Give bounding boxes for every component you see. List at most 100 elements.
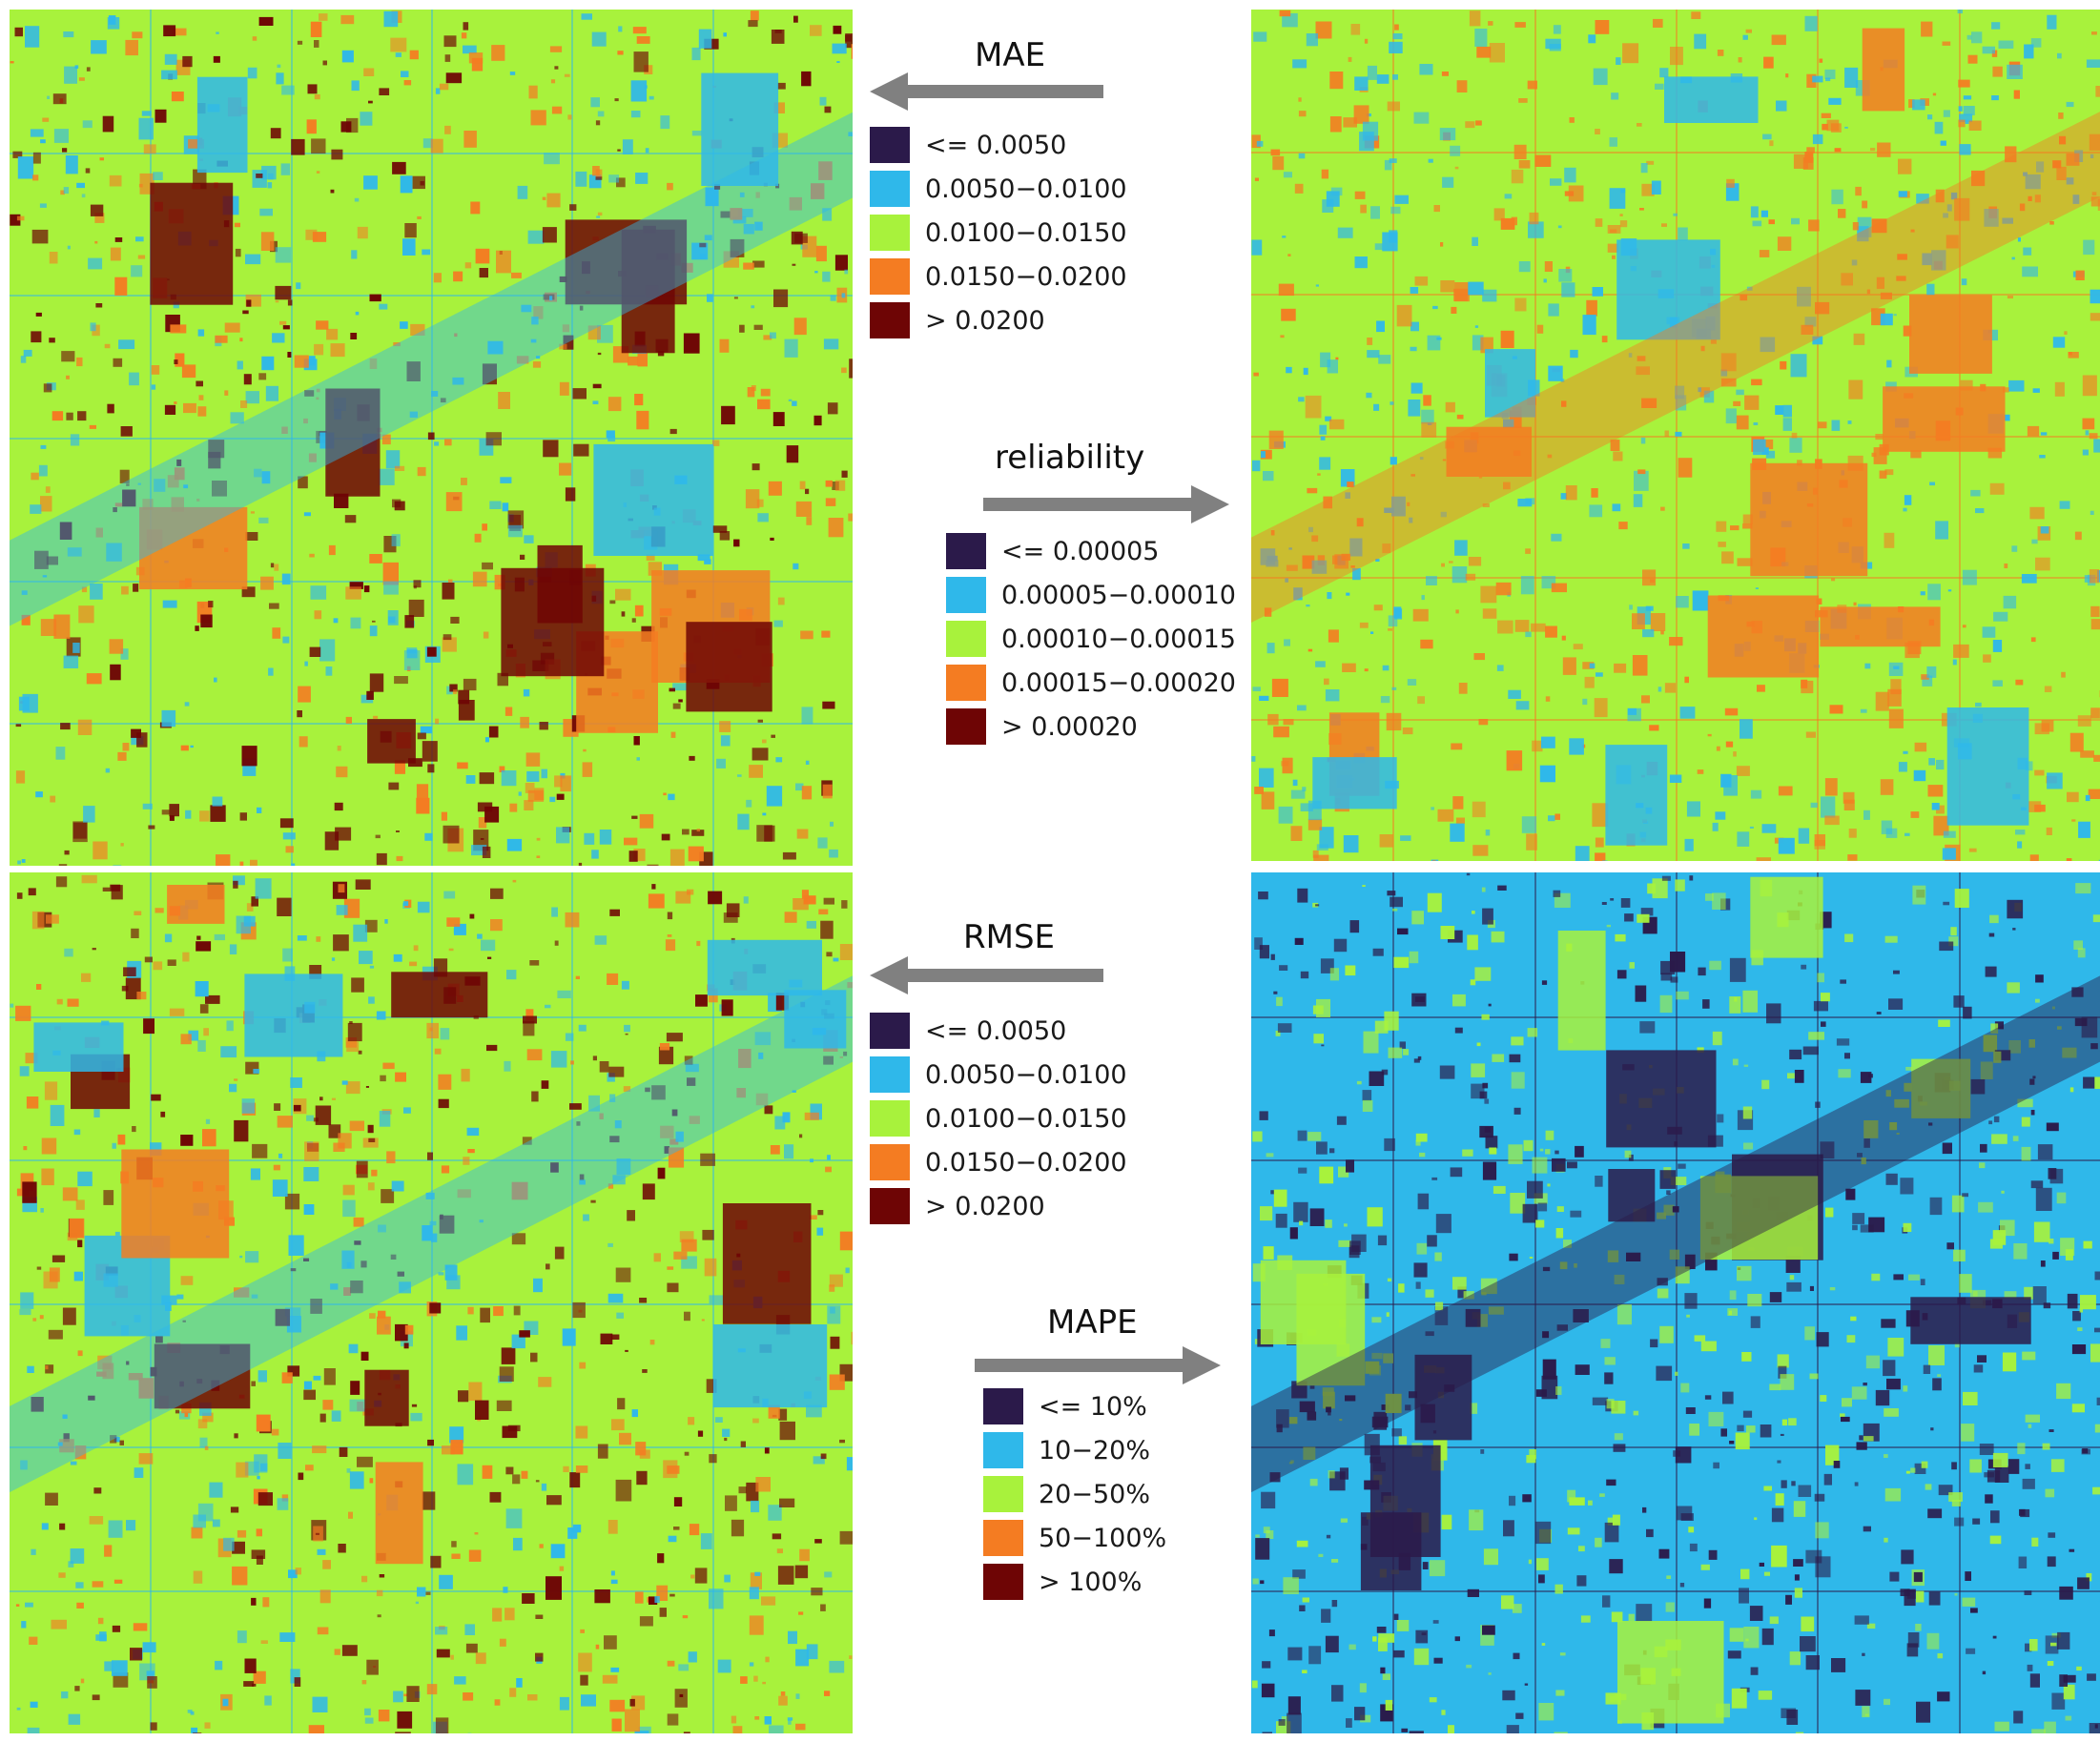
raster-patch bbox=[154, 479, 166, 492]
raster-patch bbox=[1492, 1054, 1505, 1062]
raster-patch bbox=[792, 1090, 796, 1093]
raster-patch bbox=[609, 909, 620, 916]
raster-patch bbox=[1848, 379, 1863, 400]
raster-patch bbox=[277, 1116, 293, 1128]
raster-patch bbox=[1943, 213, 1948, 218]
raster-patch bbox=[48, 1329, 63, 1340]
raster-patch bbox=[1847, 854, 1858, 861]
raster-patch bbox=[1780, 1374, 1795, 1390]
raster-patch bbox=[1965, 1571, 1971, 1581]
raster-patch bbox=[1362, 1099, 1373, 1112]
raster-patch bbox=[1936, 805, 1945, 814]
raster-patch bbox=[550, 1051, 567, 1068]
raster-patch bbox=[1482, 289, 1497, 302]
reliability-title: reliability bbox=[995, 439, 1145, 477]
raster-patch bbox=[1777, 1354, 1789, 1368]
raster-patch bbox=[805, 760, 810, 765]
raster-patch bbox=[1594, 698, 1608, 718]
raster-patch bbox=[482, 363, 497, 385]
raster-patch bbox=[1739, 1588, 1749, 1604]
raster-patch bbox=[1990, 1510, 2000, 1524]
field-patch bbox=[1750, 462, 1868, 577]
raster-patch bbox=[608, 174, 619, 183]
raster-patch bbox=[1801, 964, 1807, 970]
raster-patch bbox=[1502, 1690, 1515, 1701]
raster-patch bbox=[246, 299, 252, 307]
raster-patch bbox=[673, 1497, 683, 1506]
raster-patch bbox=[160, 1111, 166, 1117]
raster-patch bbox=[333, 934, 349, 952]
raster-patch bbox=[1329, 116, 1342, 133]
raster-patch bbox=[404, 223, 417, 238]
raster-patch bbox=[369, 625, 378, 637]
raster-patch bbox=[294, 355, 309, 368]
raster-patch bbox=[806, 920, 816, 929]
raster-patch bbox=[146, 1670, 154, 1676]
raster-patch bbox=[196, 941, 212, 952]
raster-patch bbox=[2012, 928, 2016, 931]
raster-patch bbox=[1854, 1482, 1859, 1486]
raster-patch bbox=[768, 1404, 780, 1419]
mape-legend: <= 10% 10−20% 20−50% 50−100% > 100% bbox=[983, 1384, 1166, 1604]
raster-patch bbox=[1317, 473, 1321, 476]
raster-patch bbox=[243, 1681, 255, 1687]
raster-patch bbox=[611, 1419, 625, 1431]
raster-patch bbox=[117, 1134, 126, 1145]
field-patch bbox=[1557, 931, 1606, 1051]
raster-patch bbox=[1328, 1470, 1335, 1479]
raster-patch bbox=[368, 100, 373, 104]
raster-patch bbox=[1857, 216, 1872, 237]
raster-patch bbox=[2031, 539, 2038, 544]
raster-patch bbox=[281, 573, 291, 585]
raster-patch bbox=[94, 213, 105, 223]
field-patch bbox=[1946, 707, 2029, 826]
raster-patch bbox=[1793, 1559, 1803, 1567]
raster-patch bbox=[1394, 24, 1399, 31]
raster-patch bbox=[541, 769, 547, 779]
raster-patch bbox=[10, 214, 21, 226]
raster-patch bbox=[417, 901, 430, 913]
legend-swatch-4 bbox=[983, 1520, 1023, 1556]
raster-patch bbox=[1527, 1180, 1543, 1199]
raster-patch bbox=[2049, 1239, 2054, 1244]
raster-patch bbox=[1893, 314, 1897, 317]
raster-patch bbox=[1607, 225, 1621, 234]
raster-patch bbox=[1800, 1636, 1816, 1652]
raster-patch bbox=[1518, 98, 1528, 103]
raster-patch bbox=[2007, 982, 2020, 994]
raster-patch bbox=[1478, 719, 1489, 726]
raster-patch bbox=[775, 757, 783, 763]
raster-patch bbox=[180, 745, 189, 751]
raster-patch bbox=[1715, 811, 1726, 820]
raster-patch bbox=[1887, 688, 1902, 707]
raster-patch bbox=[2077, 948, 2086, 958]
raster-patch bbox=[551, 907, 558, 917]
raster-patch bbox=[1372, 1636, 1377, 1642]
raster-patch bbox=[310, 585, 327, 600]
raster-patch bbox=[486, 1044, 498, 1052]
raster-patch bbox=[1675, 879, 1685, 891]
legend-swatch-5 bbox=[870, 1188, 910, 1224]
raster-patch bbox=[53, 614, 71, 639]
raster-patch bbox=[1555, 1228, 1564, 1239]
raster-patch bbox=[350, 1281, 363, 1294]
raster-patch bbox=[636, 757, 640, 761]
raster-patch bbox=[1992, 1635, 1997, 1639]
raster-patch bbox=[250, 859, 257, 866]
raster-patch bbox=[700, 1533, 712, 1549]
raster-patch bbox=[1545, 38, 1561, 50]
raster-patch bbox=[21, 1621, 27, 1629]
raster-patch bbox=[1979, 1162, 1986, 1169]
raster-patch bbox=[1531, 623, 1546, 632]
raster-patch bbox=[1396, 1620, 1410, 1631]
raster-patch bbox=[1514, 297, 1527, 312]
raster-patch bbox=[523, 688, 530, 697]
legend-row: 50−100% bbox=[983, 1516, 1166, 1560]
raster-patch bbox=[821, 630, 831, 638]
raster-patch bbox=[1511, 1072, 1525, 1089]
raster-patch bbox=[1390, 457, 1397, 465]
raster-patch bbox=[369, 358, 378, 369]
raster-patch bbox=[1506, 1725, 1519, 1733]
raster-patch bbox=[575, 1465, 588, 1473]
raster-patch bbox=[417, 732, 426, 740]
